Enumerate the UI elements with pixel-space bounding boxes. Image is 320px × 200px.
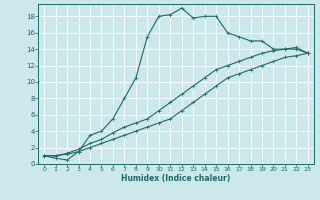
X-axis label: Humidex (Indice chaleur): Humidex (Indice chaleur): [121, 174, 231, 183]
